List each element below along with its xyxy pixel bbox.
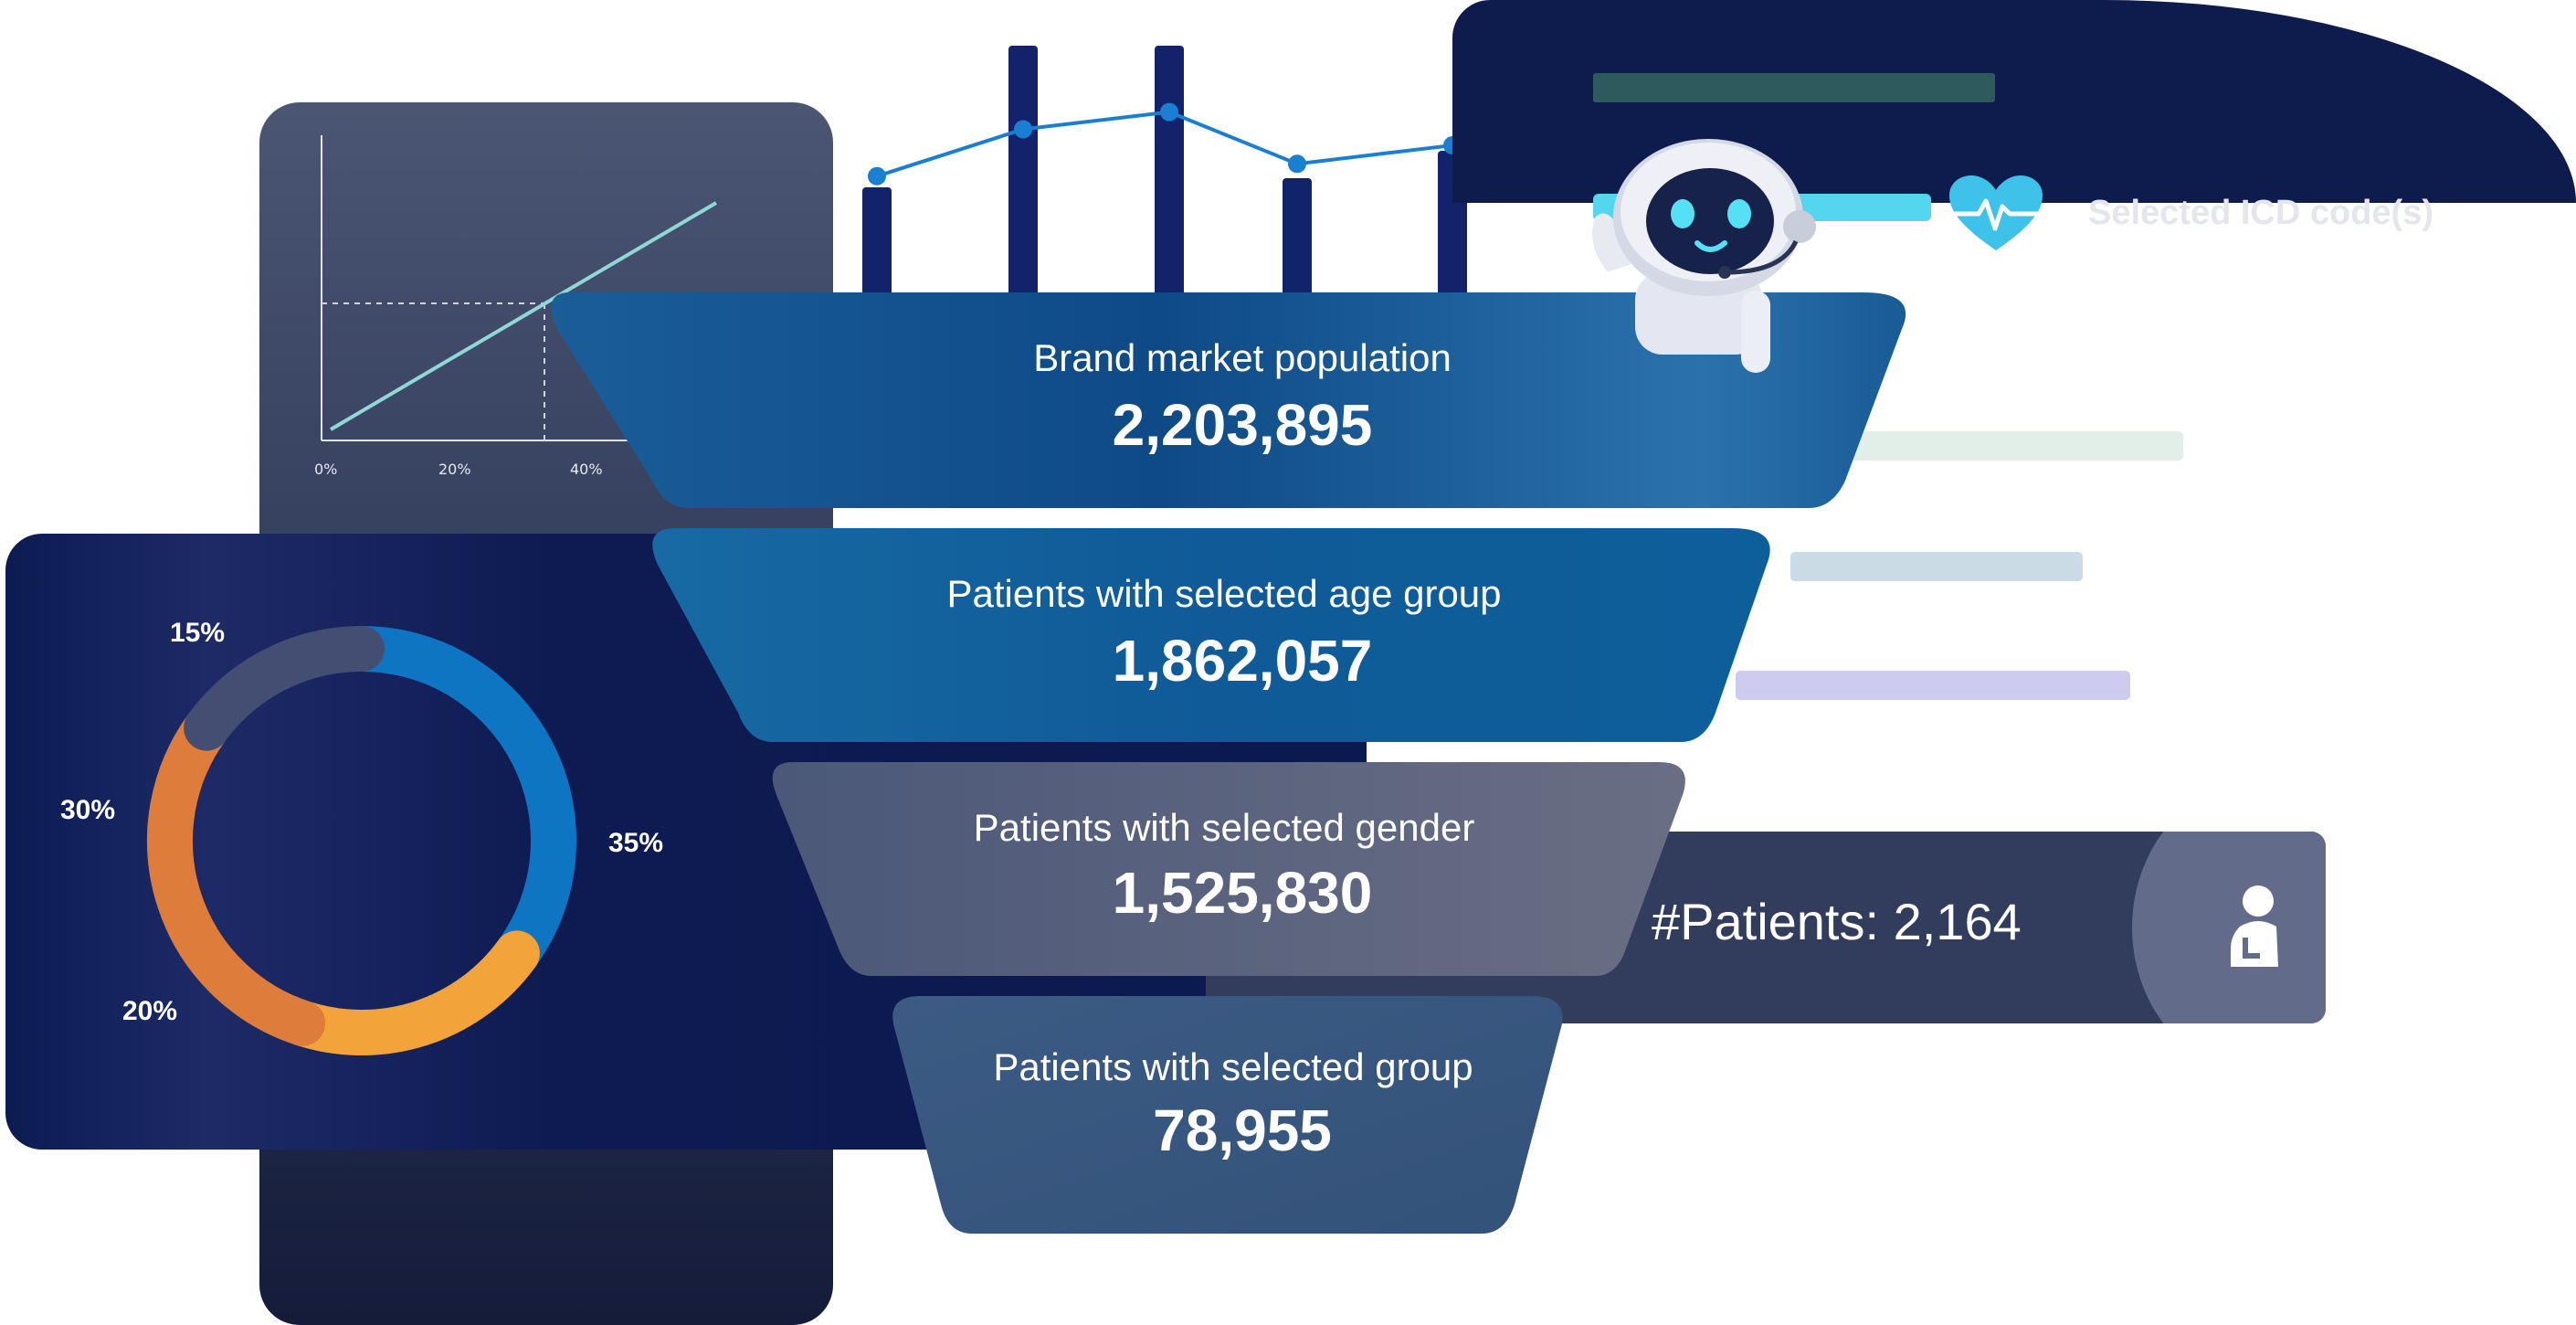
slice-label-35: 35% [608, 828, 664, 858]
placeholder-bar-3 [1736, 671, 2130, 700]
patients-count: #Patients: 2,164 [1652, 893, 2022, 950]
funnel-label-3: Patients with selected gender [973, 806, 1475, 849]
patient-icon-circle [2132, 832, 2326, 1023]
donut-slice-1 [280, 930, 540, 1055]
trend-point-1 [1014, 120, 1032, 139]
bar-1 [1008, 46, 1038, 311]
funnel-value-3: 1,525,830 [1112, 860, 1373, 926]
trend-point-0 [868, 166, 886, 186]
donut-chart [147, 626, 576, 1055]
x-tick-2: 40% [570, 461, 603, 478]
bar-chart [862, 46, 1467, 311]
funnel-value-4: 78,955 [1153, 1097, 1332, 1163]
slice-label-20: 20% [122, 996, 178, 1026]
robot-mascot-icon [1592, 139, 1816, 373]
bar-0 [862, 187, 892, 311]
donut-slice-2 [147, 705, 326, 1046]
funnel-stage-1 [551, 292, 1906, 508]
funnel-label-4: Patients with selected group [993, 1045, 1473, 1088]
funnel-label-2: Patients with selected age group [946, 572, 1502, 615]
x-tick-0: 0% [314, 461, 338, 478]
bar-2 [1155, 46, 1184, 311]
selected-icd-label: Selected ICD code(s) [2088, 194, 2433, 232]
line-chart [321, 135, 734, 441]
slice-label-30: 30% [60, 795, 116, 825]
trend-point-3 [1288, 154, 1306, 174]
funnel-value-1: 2,203,895 [1112, 392, 1373, 458]
patient-icon [2231, 885, 2278, 967]
funnel-label-1: Brand market population [1033, 336, 1452, 379]
funnel-stage-3 [772, 762, 1685, 976]
header-placeholder-bar [1593, 73, 1995, 102]
placeholder-bar-2 [1790, 552, 2083, 581]
slice-label-15: 15% [170, 618, 226, 648]
bar-3 [1283, 178, 1312, 311]
funnel-value-2: 1,862,057 [1112, 628, 1373, 694]
heart-icon [1949, 175, 2043, 250]
placeholder-bar-1 [1845, 431, 2183, 461]
line-chart-trend [329, 201, 718, 431]
funnel-stage-4 [892, 996, 1563, 1234]
funnel-chart [551, 292, 1906, 1234]
x-tick-1: 20% [438, 461, 471, 478]
donut-slice-3 [184, 626, 385, 751]
trend-point-2 [1160, 102, 1178, 122]
funnel-stage-2 [652, 528, 1770, 742]
donut-slice-0 [339, 626, 576, 977]
